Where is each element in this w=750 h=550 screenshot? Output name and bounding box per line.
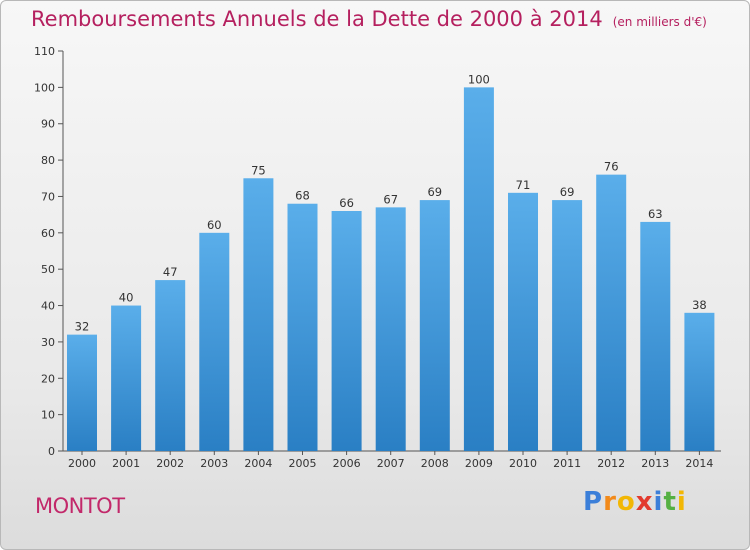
bar xyxy=(331,211,362,451)
bar xyxy=(375,207,406,451)
y-tick-label: 20 xyxy=(41,372,55,385)
y-tick-label: 90 xyxy=(41,118,55,131)
x-tick-label: 2005 xyxy=(289,457,317,470)
x-tick-label: 2006 xyxy=(333,457,361,470)
bar xyxy=(508,192,538,451)
x-tick-label: 2001 xyxy=(112,457,140,470)
logo-letter: i xyxy=(653,487,664,517)
bar xyxy=(155,280,186,451)
logo-letter: i xyxy=(676,487,687,517)
logo-letter: P xyxy=(583,487,604,517)
logo-letter: r xyxy=(603,487,617,517)
x-tick-label: 2009 xyxy=(465,457,493,470)
logo-letter: t xyxy=(663,487,677,517)
data-label: 100 xyxy=(468,72,490,86)
bar xyxy=(419,200,450,451)
data-label: 69 xyxy=(560,185,575,199)
y-tick-label: 60 xyxy=(41,227,55,240)
bar xyxy=(640,221,671,451)
bar xyxy=(111,305,142,451)
x-tick-label: 2003 xyxy=(200,457,228,470)
y-tick-label: 100 xyxy=(34,81,55,94)
logo-letter: o xyxy=(616,487,636,517)
x-tick-label: 2008 xyxy=(421,457,449,470)
y-tick-label: 40 xyxy=(41,300,55,313)
x-tick-label: 2002 xyxy=(156,457,184,470)
y-tick-label: 70 xyxy=(41,190,55,203)
logo-letter: x xyxy=(635,487,654,517)
bar xyxy=(67,334,97,451)
data-label: 76 xyxy=(604,160,619,174)
chart-title: Remboursements Annuels de la Dette de 20… xyxy=(31,7,707,31)
x-tick-label: 2011 xyxy=(553,457,581,470)
y-tick-label: 0 xyxy=(48,445,55,458)
y-tick-label: 30 xyxy=(41,336,55,349)
bar xyxy=(243,178,274,452)
data-label: 47 xyxy=(163,265,178,279)
chart-subtitle: (en milliers d'€) xyxy=(612,15,707,29)
bar xyxy=(684,312,715,451)
x-tick-label: 2010 xyxy=(509,457,537,470)
x-tick-label: 2013 xyxy=(641,457,669,470)
bar xyxy=(287,203,318,451)
bar xyxy=(199,232,230,451)
data-label: 60 xyxy=(207,218,222,232)
proxiti-logo: Proxiti xyxy=(583,487,687,517)
data-label: 63 xyxy=(648,207,663,221)
y-tick-label: 10 xyxy=(41,409,55,422)
x-tick-label: 2007 xyxy=(377,457,405,470)
data-label: 68 xyxy=(295,189,310,203)
data-label: 67 xyxy=(383,192,398,206)
data-label: 38 xyxy=(692,298,707,312)
data-label: 32 xyxy=(75,320,90,334)
y-tick-label: 80 xyxy=(41,154,55,167)
data-label: 69 xyxy=(427,185,442,199)
y-tick-label: 50 xyxy=(41,263,55,276)
data-label: 75 xyxy=(251,163,266,177)
x-tick-label: 2012 xyxy=(597,457,625,470)
bar xyxy=(596,174,627,452)
town-name: MONTOT xyxy=(35,494,125,518)
x-tick-label: 2004 xyxy=(244,457,272,470)
data-label: 40 xyxy=(119,291,134,305)
x-tick-label: 2014 xyxy=(685,457,713,470)
data-label: 66 xyxy=(339,196,354,210)
x-tick-label: 2000 xyxy=(68,457,96,470)
bar xyxy=(552,200,583,451)
bar xyxy=(463,87,494,451)
y-tick-label: 110 xyxy=(34,45,55,58)
data-label: 71 xyxy=(516,178,531,192)
